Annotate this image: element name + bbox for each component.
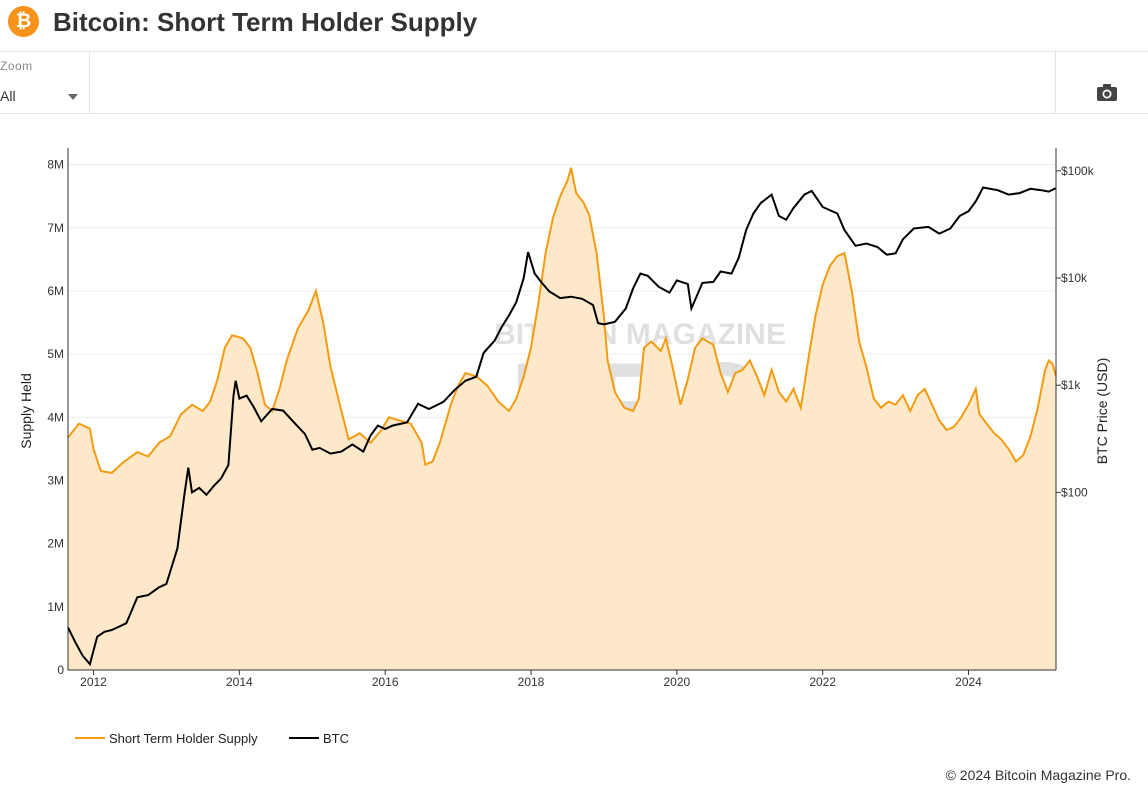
y-left-tick-label: 5M	[47, 347, 64, 361]
stacked-chart: BITCOIN MAGAZINE PRO 01M2M3M4M5M6M7M8M$1…	[18, 148, 1110, 746]
legend-label: BTC	[323, 731, 349, 746]
x-tick-label: 2024	[955, 675, 982, 689]
zoom-control: Zoom All	[0, 52, 90, 113]
zoom-selected-value: All	[0, 88, 16, 104]
y-left-tick-label: 7M	[47, 221, 64, 235]
y-right-tick-label: $1k	[1061, 378, 1081, 392]
y-right-tick-label: $10k	[1061, 271, 1088, 285]
y-right-tick-label: $100	[1061, 485, 1088, 499]
bitcoin-logo-icon: ₿	[8, 6, 39, 37]
toolbar: Zoom All	[0, 51, 1148, 114]
x-tick-label: 2014	[226, 675, 253, 689]
btc-price-line	[67, 186, 1057, 667]
axes: 0 1M 2M 3M 4M 5M 6M 7M 8M $100 $1k $10k $100k 2012 201…	[18, 148, 1110, 689]
page-title: Bitcoin: Short Term Holder Supply	[53, 7, 478, 37]
header: ₿ Bitcoin: Short Term Holder Supply	[0, 0, 1148, 48]
legend: Short Term Holder Supply BTC	[75, 731, 349, 746]
sth-supply-line	[67, 167, 1057, 474]
x-tick-label: 2020	[663, 675, 690, 689]
chevron-down-icon	[68, 94, 78, 100]
y-left-tick-label: 4M	[47, 410, 64, 424]
y-left-tick-label: 6M	[47, 284, 64, 298]
x-tick-label: 2012	[80, 675, 107, 689]
y-left-tick-label: 2M	[47, 537, 64, 551]
x-tick-label: 2016	[372, 675, 399, 689]
sth-supply-area	[68, 167, 1056, 671]
x-tick-label: 2018	[518, 675, 545, 689]
y-right-tick-label: $100k	[1061, 164, 1095, 178]
y-left-tick-label: 3M	[47, 473, 64, 487]
y-left-tick-label: 1M	[47, 600, 64, 614]
y-right-axis-title: BTC Price (USD)	[1094, 358, 1110, 465]
y-left-tick-label: 8M	[47, 158, 64, 172]
zoom-select[interactable]: All	[0, 86, 82, 108]
legend-label: Short Term Holder Supply	[109, 731, 258, 746]
copyright-footer: © 2024 Bitcoin Magazine Pro.	[945, 767, 1131, 783]
y-left-axis-title: Supply Held	[18, 373, 34, 449]
zoom-label: Zoom	[0, 59, 33, 73]
y-left-tick-label: 0	[57, 663, 64, 677]
camera-icon[interactable]	[1096, 82, 1118, 102]
toolbar-actions	[1055, 52, 1148, 113]
x-tick-label: 2022	[809, 675, 836, 689]
